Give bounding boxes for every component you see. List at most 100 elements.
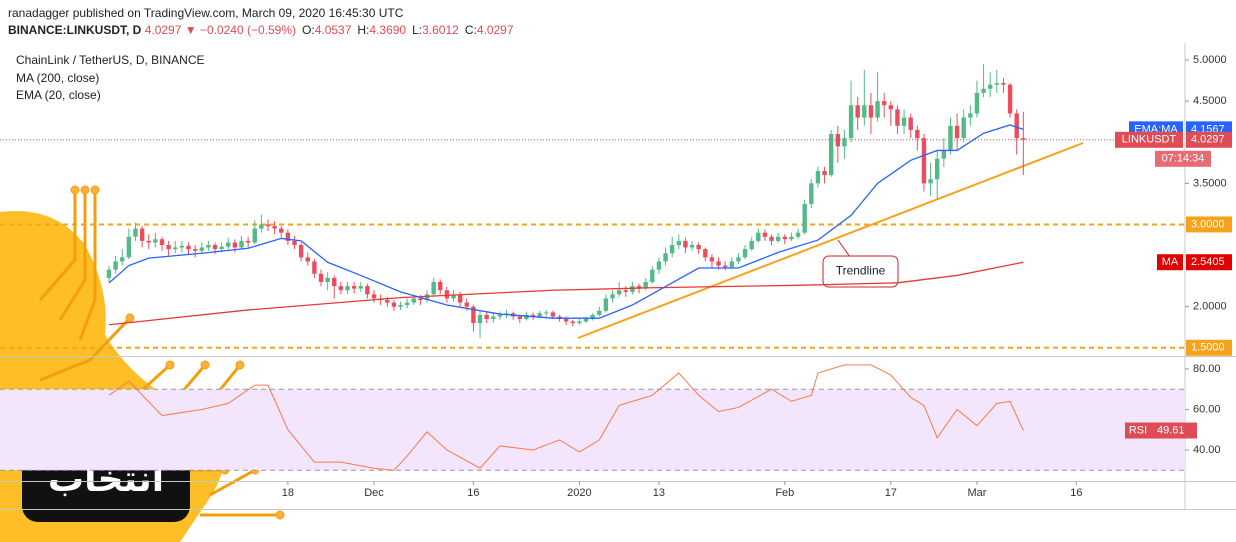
- candle-body: [159, 239, 165, 246]
- candle-body: [921, 138, 927, 184]
- candle-body: [206, 245, 211, 248]
- candle-body: [888, 105, 894, 110]
- candle-body: [252, 228, 257, 243]
- x-tick-label: Mar: [967, 487, 986, 499]
- candle-body: [875, 101, 880, 118]
- candle-body: [650, 269, 655, 283]
- price-badge-value: 4.0297: [1191, 134, 1225, 146]
- candle-body: [192, 249, 198, 251]
- candle-body: [524, 314, 529, 320]
- candle-body: [530, 314, 536, 317]
- candle-body: [212, 245, 218, 250]
- candle-body: [835, 134, 841, 147]
- candle-body: [226, 242, 231, 247]
- level-label: 1.5000: [1191, 342, 1225, 354]
- candle-body: [828, 134, 834, 176]
- indicator-line: [108, 261, 1024, 326]
- candle-body: [464, 302, 469, 307]
- candle-body: [113, 261, 118, 270]
- y-tick-label: 40.00: [1193, 444, 1221, 456]
- price-badge-name-bg: [1115, 131, 1183, 148]
- candle-body: [239, 240, 244, 248]
- y-tick-label: 60.00: [1193, 403, 1221, 415]
- candle-body: [941, 150, 947, 159]
- candle-body: [742, 249, 748, 258]
- annotation-pointer: [837, 239, 851, 258]
- y-tick-label: 4.5000: [1193, 95, 1227, 107]
- candle-body: [610, 294, 615, 299]
- symbol: BINANCE:LINKUSDT, D: [8, 23, 142, 37]
- candle-body: [809, 183, 814, 204]
- candle-body: [438, 282, 443, 291]
- candle-body: [517, 316, 522, 320]
- candle-body: [431, 282, 436, 295]
- x-tick-label: 17: [885, 487, 897, 499]
- price-badge-name: MA: [1162, 256, 1179, 268]
- candle-body: [597, 310, 602, 315]
- candle-body: [1001, 83, 1006, 85]
- candle-body: [471, 306, 476, 324]
- candle-body: [265, 224, 271, 227]
- candle-body: [722, 265, 728, 268]
- candle-body: [862, 105, 867, 118]
- candle-body: [424, 294, 430, 301]
- candle-body: [325, 277, 330, 283]
- published-line: ranadagger published on TradingView.com,…: [8, 6, 404, 20]
- candle-body: [245, 240, 251, 243]
- candle-body: [822, 171, 827, 176]
- candle-body: [802, 203, 807, 233]
- candle-body: [106, 269, 112, 278]
- change: 4.0297 ▼ −0.0240 (−0.59%): [145, 23, 296, 37]
- candle-body: [544, 312, 549, 314]
- candle-body: [279, 228, 284, 233]
- frame: [0, 43, 1236, 510]
- candle-body: [583, 319, 589, 322]
- ohlc-value: 3.6012: [422, 23, 459, 37]
- chart-title: ChainLink / TetherUS, D, BINANCE: [16, 53, 205, 67]
- level-badge: [1186, 216, 1232, 233]
- candle-body: [126, 236, 132, 258]
- indicator-line: [108, 124, 1024, 319]
- level-badge: [1186, 339, 1232, 356]
- candle-body: [312, 261, 317, 274]
- candle-body: [868, 105, 874, 118]
- countdown: 07:14:34: [1162, 153, 1205, 165]
- candle-body: [351, 286, 357, 289]
- candle-body: [120, 257, 125, 262]
- candle-body: [988, 84, 993, 89]
- candle-body: [550, 312, 556, 317]
- rsi-line: [108, 364, 1024, 471]
- candle-body: [736, 257, 741, 262]
- countdown-bg: [1155, 150, 1211, 167]
- rsi-value: 49.61: [1157, 424, 1185, 436]
- price-badge-value: 2.5405: [1191, 256, 1225, 268]
- candle-body: [756, 232, 761, 241]
- candle-body: [855, 105, 860, 118]
- y-tick-label: 80.00: [1193, 363, 1221, 375]
- candle-body: [716, 261, 721, 266]
- trendline: [577, 142, 1084, 339]
- ohlc-key: O:: [302, 23, 315, 37]
- candle-body: [146, 240, 151, 243]
- candle-body: [709, 257, 715, 262]
- candle-body: [669, 245, 675, 254]
- symbol-line: BINANCE:LINKUSDT, D 4.0297 ▼ −0.0240 (−0…: [8, 23, 514, 37]
- ohlc-value: 4.3690: [369, 23, 406, 37]
- candle-body: [954, 125, 960, 139]
- candle-body: [219, 246, 224, 250]
- ohlc-value: 4.0537: [315, 23, 352, 37]
- candle-body: [948, 125, 953, 151]
- candle-body: [590, 314, 595, 320]
- candle-body: [371, 294, 377, 299]
- candle-body: [292, 240, 297, 246]
- candle-body: [1014, 113, 1019, 139]
- candle-body: [881, 101, 887, 106]
- candle-body: [689, 245, 695, 248]
- price-badge-name-bg: [1157, 254, 1183, 271]
- candle-body: [782, 236, 788, 240]
- candle-body: [411, 298, 416, 303]
- candle-body: [570, 321, 575, 324]
- candle-body: [484, 314, 489, 320]
- candle-body: [676, 240, 681, 246]
- ohlc-key: C:: [465, 23, 477, 37]
